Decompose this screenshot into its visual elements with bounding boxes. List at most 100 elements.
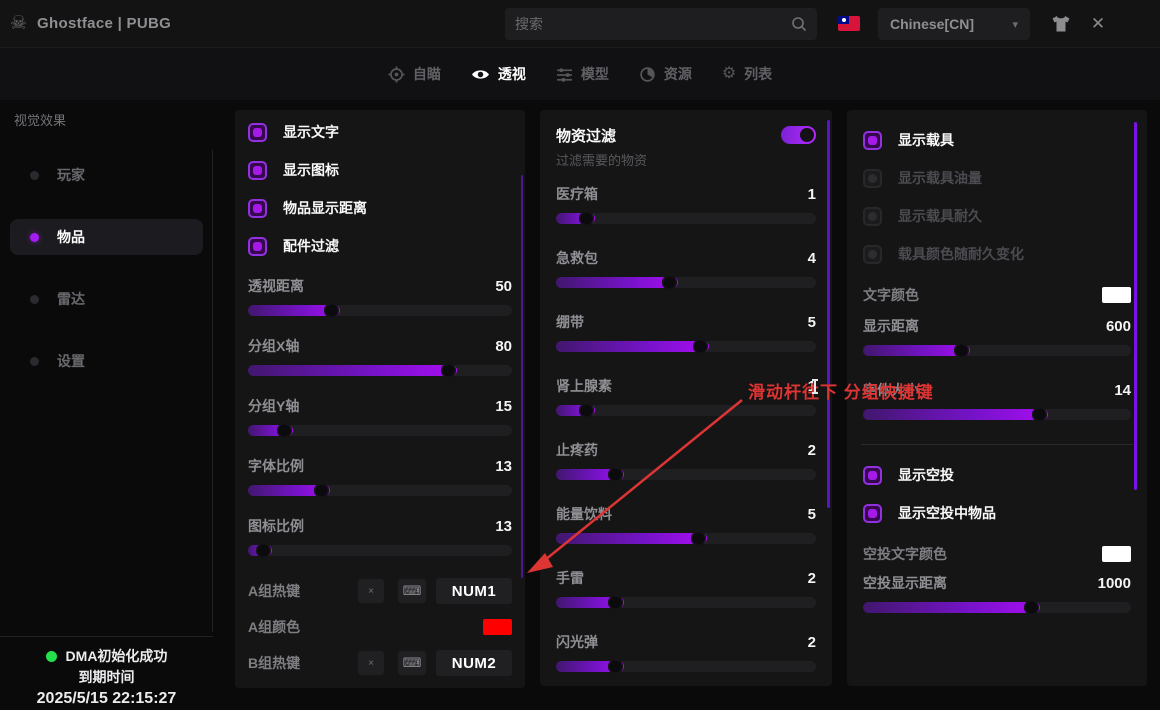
language-value: Chinese[CN]: [890, 16, 975, 32]
pie-chart-icon: [640, 66, 655, 82]
tab-esp[interactable]: 透视: [471, 64, 526, 84]
slider-knob[interactable]: [1023, 600, 1039, 615]
color-swatch-airdrop-text[interactable]: [1102, 546, 1131, 562]
slider-knob[interactable]: [954, 343, 970, 358]
color-swatch-group-a[interactable]: [483, 619, 512, 635]
checkbox-show-vehicle[interactable]: [863, 130, 882, 150]
slider-painkiller: 止疼药 2: [556, 440, 816, 482]
checkbox-show-text[interactable]: [248, 122, 267, 142]
slider-group-y: 分组Y轴 15: [248, 396, 512, 438]
slider-track[interactable]: [863, 407, 1131, 422]
checkbox-dot: [868, 211, 877, 221]
tab-model[interactable]: 模型: [556, 64, 609, 84]
hotkey-b-button[interactable]: NUM2: [436, 650, 512, 676]
slider-knob[interactable]: [662, 275, 678, 290]
slider-track[interactable]: [248, 483, 512, 498]
slider-track[interactable]: [556, 531, 816, 546]
keyboard-icon[interactable]: ⌨: [398, 651, 426, 675]
slider-track[interactable]: [556, 467, 816, 482]
slider-track[interactable]: [556, 595, 816, 610]
checkbox-attachment-filter[interactable]: [248, 236, 267, 256]
slider-knob[interactable]: [693, 339, 709, 354]
slider-value: 5: [807, 313, 816, 331]
slider-value: 1000: [1097, 574, 1131, 592]
slider-track[interactable]: [556, 339, 816, 354]
scrollbar-thumb-panel1[interactable]: [521, 175, 523, 578]
checkbox-row-show-text: 显示文字: [248, 122, 512, 142]
slider-track[interactable]: [248, 423, 512, 438]
color-swatch-vehicle-text[interactable]: [1102, 287, 1131, 303]
slider-track[interactable]: [248, 543, 512, 558]
slider-knob[interactable]: [313, 483, 329, 498]
slider-knob[interactable]: [607, 659, 623, 674]
hotkey-label: A组热键: [248, 583, 301, 599]
hotkey-row-a: A组热键 × ⌨ NUM1: [248, 578, 512, 604]
slider-track[interactable]: [556, 659, 816, 674]
checkbox-item-distance[interactable]: [248, 198, 267, 218]
slider-esp-distance: 透视距离 50: [248, 276, 512, 318]
slider-firstaid: 急救包 4: [556, 248, 816, 290]
slider-knob[interactable]: [276, 423, 292, 438]
language-select[interactable]: Chinese[CN] ▾: [878, 8, 1030, 40]
slider-vehicle-font-size: 字体大小 14: [863, 380, 1131, 422]
slider-track[interactable]: [248, 363, 512, 378]
slider-track[interactable]: [556, 275, 816, 290]
slider-track[interactable]: [863, 343, 1131, 358]
slider-knob[interactable]: [440, 363, 456, 378]
panel-vehicle-airdrop: 显示载具 显示载具油量 显示载具耐久 载具颜色随耐久变化 文字颜色 显示距离 6…: [847, 110, 1147, 686]
slider-knob[interactable]: [690, 531, 706, 546]
slider-knob[interactable]: [324, 303, 340, 318]
search-box[interactable]: [505, 8, 817, 40]
gear-icon: ⚙: [721, 65, 737, 82]
tab-label: 资源: [663, 66, 692, 82]
sidebar-item-players[interactable]: 玩家: [10, 157, 203, 193]
close-icon[interactable]: ✕: [1090, 14, 1106, 33]
sidebar-item-settings[interactable]: 设置: [10, 343, 203, 379]
slider-track[interactable]: [556, 403, 816, 418]
chevron-down-icon: ▾: [1012, 18, 1018, 31]
slider-knob[interactable]: [255, 543, 271, 558]
color-label: 空投文字颜色: [863, 546, 947, 562]
sidebar-item-items[interactable]: 物品: [10, 219, 203, 255]
slider-label: 字体比例: [248, 458, 304, 474]
hotkey-label: B组热键: [248, 655, 301, 671]
search-input[interactable]: [505, 16, 791, 32]
slider-track[interactable]: [248, 303, 512, 318]
search-icon: [791, 16, 807, 32]
target-icon: [388, 65, 405, 83]
slider-value: 2: [807, 633, 816, 651]
slider-icon-scale: 图标比例 13: [248, 516, 512, 558]
supply-filter-toggle[interactable]: [781, 126, 816, 144]
scrollbar-thumb-panel2[interactable]: [827, 120, 830, 508]
title-bar: ☠ Ghostface | PUBG Chinese[CN] ▾ ✕: [0, 0, 1160, 48]
color-row-vehicle-text: 文字颜色: [863, 282, 1131, 308]
checkbox-show-icon[interactable]: [248, 160, 267, 180]
hotkey-clear-button[interactable]: ×: [358, 651, 384, 675]
checkbox-row-vehicle-color: 载具颜色随耐久变化: [863, 244, 1131, 264]
checkbox-airdrop-items[interactable]: [863, 503, 882, 523]
slider-label: 分组Y轴: [248, 398, 300, 414]
shirt-icon[interactable]: [1050, 14, 1072, 34]
checkbox-vehicle-health[interactable]: [863, 206, 882, 226]
sidebar-item-radar[interactable]: 雷达: [10, 281, 203, 317]
scrollbar-thumb-panel3[interactable]: [1134, 122, 1137, 490]
hotkey-clear-button[interactable]: ×: [358, 579, 384, 603]
slider-knob[interactable]: [579, 211, 594, 226]
tab-list[interactable]: ⚙ 列表: [722, 64, 772, 84]
slider-knob[interactable]: [607, 467, 623, 482]
tab-aimbot[interactable]: 自瞄: [388, 64, 441, 84]
keyboard-icon[interactable]: ⌨: [398, 579, 426, 603]
checkbox-show-airdrop[interactable]: [863, 465, 882, 485]
status-panel: DMA初始化成功 到期时间 2025/5/15 22:15:27: [0, 636, 213, 710]
slider-font-scale: 字体比例 13: [248, 456, 512, 498]
status-ok-icon: [45, 651, 57, 662]
slider-knob[interactable]: [579, 403, 594, 418]
checkbox-vehicle-fuel[interactable]: [863, 168, 882, 188]
slider-track[interactable]: [863, 600, 1131, 615]
slider-track[interactable]: [556, 211, 816, 226]
tab-resources[interactable]: 资源: [639, 64, 692, 84]
checkbox-vehicle-color[interactable]: [863, 244, 882, 264]
hotkey-a-button[interactable]: NUM1: [436, 578, 512, 604]
slider-knob[interactable]: [607, 595, 623, 610]
slider-knob[interactable]: [1031, 407, 1047, 422]
